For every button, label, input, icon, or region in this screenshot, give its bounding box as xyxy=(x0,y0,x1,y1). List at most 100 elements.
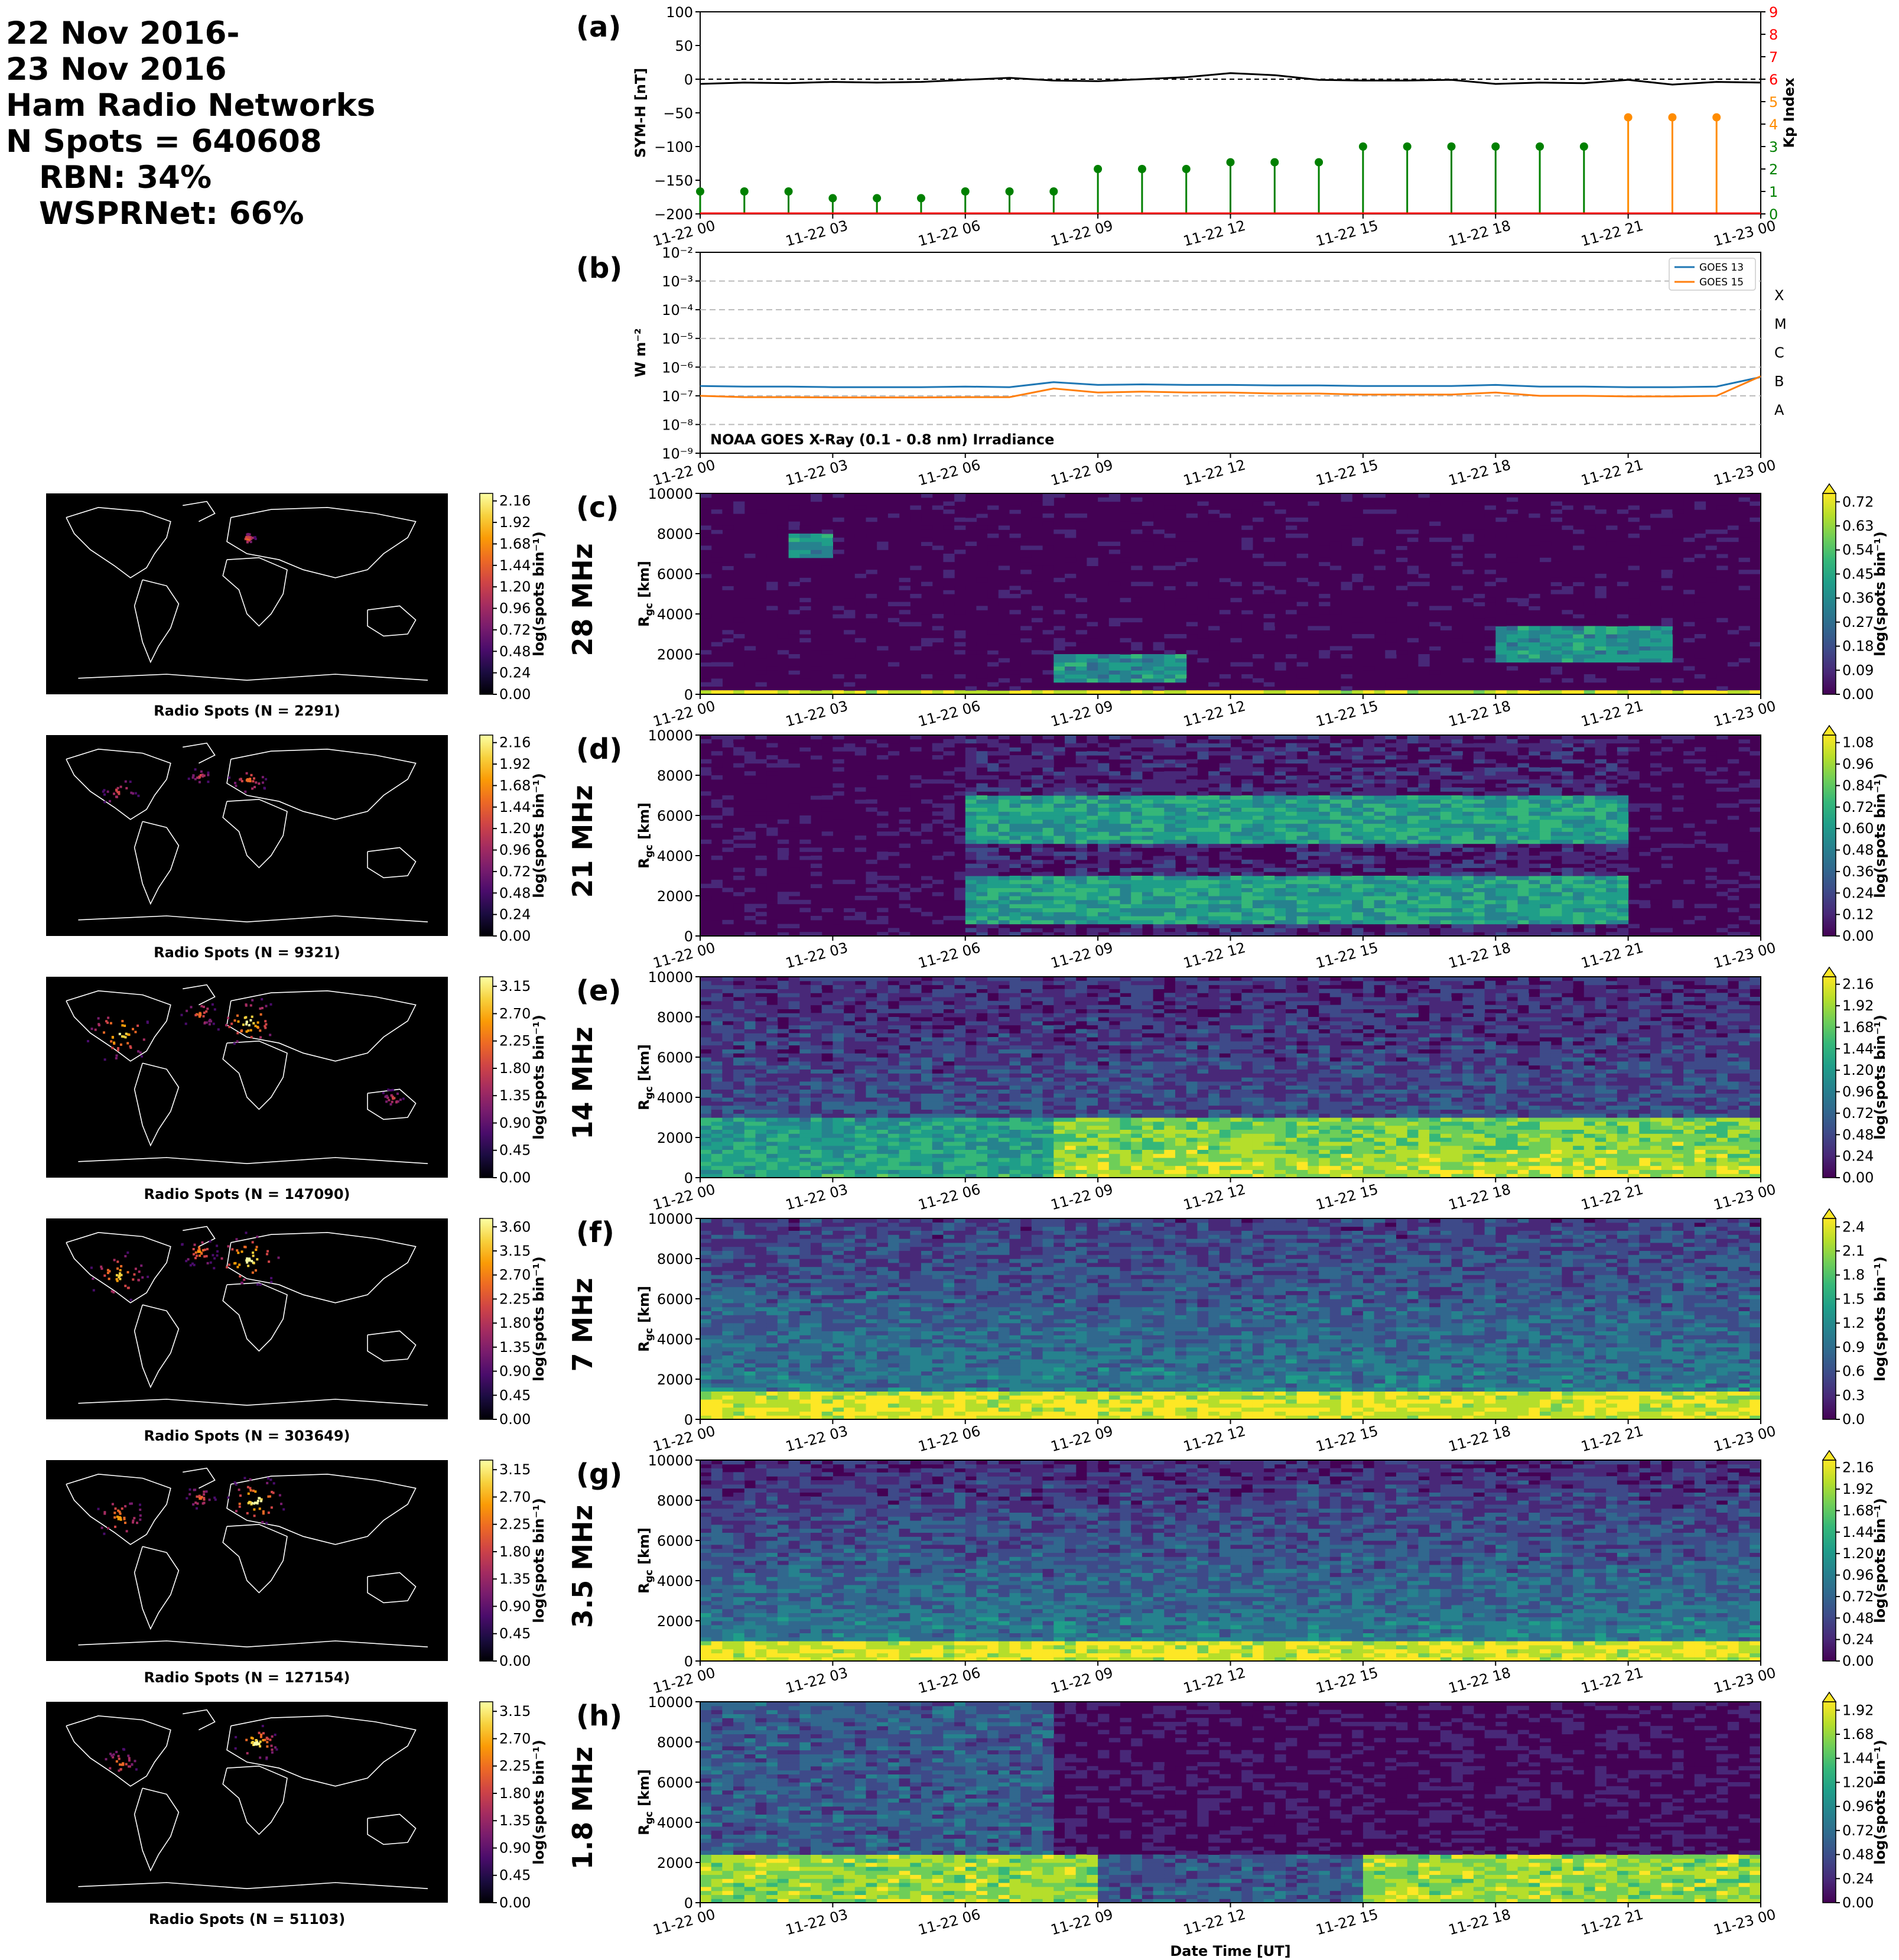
heatmap-cell xyxy=(1418,787,1430,792)
heatmap-cell xyxy=(1219,763,1231,768)
heatmap-cell xyxy=(1131,815,1143,820)
heatmap-cell xyxy=(1131,670,1143,675)
heatmap-cell xyxy=(1352,899,1364,905)
heatmap-cell xyxy=(1020,879,1032,885)
heatmap-cell xyxy=(1661,658,1673,663)
heatmap-cell xyxy=(1230,896,1242,901)
heatmap-cell xyxy=(1329,497,1342,502)
heatmap-cell xyxy=(877,545,889,550)
heatmap-cell xyxy=(1042,791,1054,796)
heatmap-cell xyxy=(866,638,877,643)
heatmap-cell xyxy=(1352,819,1364,824)
heatmap-cell xyxy=(1208,787,1220,792)
heatmap-cell xyxy=(766,1017,778,1022)
heatmap-cell xyxy=(766,763,778,768)
heatmap-cell xyxy=(1639,634,1651,639)
heatmap-cell xyxy=(965,541,977,546)
heatmap-cell xyxy=(766,1013,778,1018)
heatmap-cell xyxy=(1495,908,1507,912)
heatmap-cell xyxy=(722,565,734,570)
heatmap-cell xyxy=(1142,743,1154,747)
heatmap-cell xyxy=(1319,883,1331,888)
heatmap-cell xyxy=(1252,903,1264,908)
heatmap-cell xyxy=(1738,851,1750,856)
heatmap-cell xyxy=(1705,577,1717,583)
heatmap-cell xyxy=(766,851,778,856)
heatmap-cell xyxy=(1440,690,1452,695)
heatmap-cell xyxy=(1550,771,1562,776)
heatmap-cell xyxy=(1175,843,1187,848)
heatmap-cell xyxy=(1087,771,1098,776)
heatmap-cell xyxy=(1396,856,1408,860)
heatmap-cell xyxy=(1341,843,1352,848)
spot-pixel xyxy=(124,780,127,783)
heatmap-cell xyxy=(1230,597,1242,603)
spot-pixel xyxy=(201,775,204,778)
heatmap-cell xyxy=(1495,743,1507,747)
heatmap-cell xyxy=(711,1005,723,1009)
heatmap-cell xyxy=(1098,654,1110,659)
heatmap-cell xyxy=(1131,807,1143,812)
heatmap-cell xyxy=(1429,775,1441,780)
heatmap-cell xyxy=(1683,537,1695,542)
heatmap-cell xyxy=(954,783,966,788)
heatmap-cell xyxy=(998,783,1010,788)
heatmap-cell xyxy=(1075,872,1087,876)
heatmap-cell xyxy=(1451,755,1463,760)
heatmap-cell xyxy=(1219,783,1231,788)
heatmap-cell xyxy=(1274,509,1286,514)
panel-b-xtick-label: 11-22 09 xyxy=(1049,457,1114,489)
heatmap-cell xyxy=(1540,743,1552,747)
heatmap-cell xyxy=(1065,642,1077,646)
heatmap-cell xyxy=(987,859,999,864)
heatmap-cell xyxy=(755,1065,767,1070)
heatmap-cell xyxy=(711,1081,723,1086)
heatmap-cell xyxy=(1440,859,1452,864)
heatmap-cell xyxy=(1131,497,1143,502)
heatmap-cell xyxy=(1142,912,1154,916)
heatmap-cell xyxy=(811,554,822,558)
heatmap-cell xyxy=(965,843,977,848)
heatmap-cell xyxy=(1020,903,1032,908)
heatmap-cell xyxy=(910,783,922,788)
heatmap-cell xyxy=(1175,561,1187,566)
heatmap-cell xyxy=(1506,791,1518,796)
heatmap-cell xyxy=(1738,557,1750,563)
heatmap-cell xyxy=(1562,799,1573,804)
spot-pixel xyxy=(203,774,206,777)
heatmap-cell xyxy=(877,739,889,744)
heatmap-cell xyxy=(1208,626,1220,630)
heatmap-cell xyxy=(1661,827,1673,832)
heatmap-cell xyxy=(700,650,712,655)
heatmap-cell xyxy=(1628,638,1640,643)
heatmap-cell xyxy=(1363,541,1375,546)
heatmap-cell xyxy=(1108,819,1121,824)
heatmap-cell xyxy=(1286,735,1298,740)
heatmap-cell xyxy=(1031,690,1043,695)
heatmap-cell xyxy=(1075,658,1087,663)
heatmap-cell xyxy=(1274,815,1286,820)
heatmap-cell xyxy=(1418,876,1430,880)
heatmap-cell xyxy=(1197,899,1209,905)
heatmap-cell xyxy=(833,847,844,852)
heatmap-cell xyxy=(1440,851,1452,856)
heatmap-cell xyxy=(1186,759,1198,764)
heatmap-cell xyxy=(1550,924,1562,928)
heatmap-cell xyxy=(1606,803,1618,808)
heatmap-cell xyxy=(1230,509,1242,514)
heatmap-cell xyxy=(1628,626,1640,630)
heatmap-cell xyxy=(733,1113,745,1118)
heatmap-cell xyxy=(987,819,999,824)
heatmap-cell xyxy=(711,775,723,780)
heatmap-cell xyxy=(854,799,867,804)
heatmap-cell xyxy=(1705,876,1717,880)
heatmap-cell xyxy=(1562,505,1573,510)
heatmap-cell xyxy=(821,908,833,912)
heatmap-cell xyxy=(976,799,988,804)
heatmap-cell xyxy=(1462,879,1474,885)
heatmap-cell xyxy=(1661,799,1673,804)
heatmap-cell xyxy=(954,839,966,844)
heatmap-cell xyxy=(1065,513,1077,518)
heatmap-cell xyxy=(1186,517,1198,522)
heatmap-cell xyxy=(1065,872,1077,876)
